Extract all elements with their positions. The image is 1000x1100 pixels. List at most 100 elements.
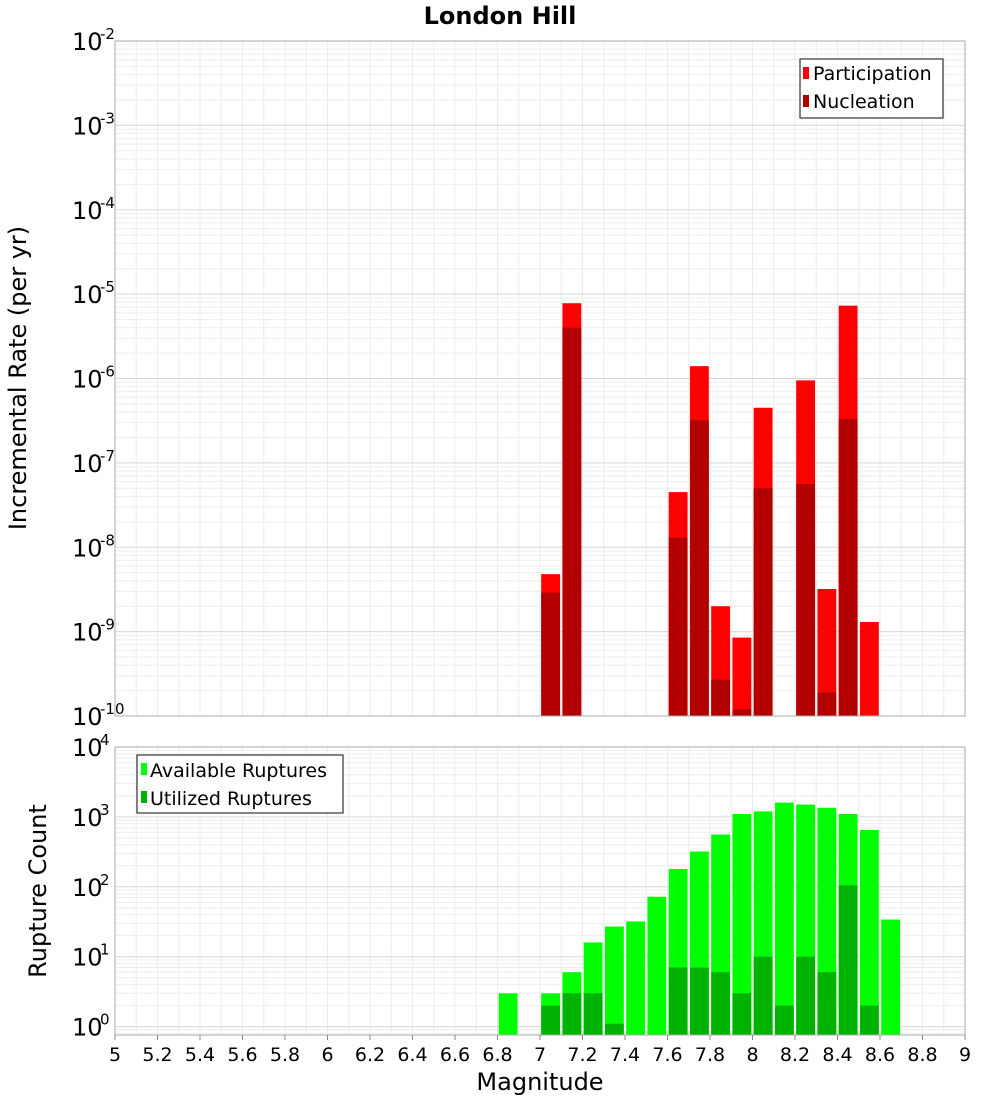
top-y-tick-label: 10 <box>72 197 103 225</box>
bottom-y-tick-exponent: 3 <box>100 801 110 819</box>
x-tick-label: 6.4 <box>397 1044 427 1066</box>
bottom-bar-available-ruptures <box>881 919 901 1035</box>
top-bar-nucleation <box>838 419 858 716</box>
legend-swatch-participation <box>803 67 809 79</box>
bottom-y-tick-exponent: 1 <box>100 941 110 959</box>
bottom-bar-utilized-ruptures <box>541 1005 561 1035</box>
bottom-y-axis-label: Rupture Count <box>24 804 52 978</box>
x-tick-label: 7.2 <box>567 1044 597 1066</box>
top-y-tick-label: 10 <box>72 112 103 140</box>
legend-label-nucleation: Nucleation <box>813 91 915 113</box>
bottom-bar-utilized-ruptures <box>604 1023 624 1035</box>
bottom-bar-available-ruptures <box>604 926 624 1035</box>
bottom-bar-utilized-ruptures <box>562 993 582 1035</box>
x-tick-label: 7.6 <box>652 1044 682 1066</box>
bottom-bar-utilized-ruptures <box>689 967 709 1035</box>
top-bar-nucleation <box>668 537 688 716</box>
legend-label-participation: Participation <box>813 63 932 85</box>
top-plot-frame <box>114 40 966 717</box>
bottom-bar-utilized-ruptures <box>711 972 731 1035</box>
top-y-tick-label: 10 <box>72 619 103 647</box>
bottom-y-tick-label: 10 <box>72 874 103 902</box>
top-y-tick-exponent: -4 <box>100 194 115 212</box>
bottom-bars <box>498 802 901 1035</box>
top-y-tick-exponent: -2 <box>100 25 115 43</box>
top-y-tick-exponent: -10 <box>100 700 125 718</box>
bottom-bar-utilized-ruptures <box>838 885 858 1035</box>
top-y-tick-label: 10 <box>72 281 103 309</box>
x-tick-label: 7.8 <box>695 1044 725 1066</box>
x-tick-labels: 5 5.2 5.4 5.6 5.8 6 6.2 6.4 6.6 6.8 7 7.2 7.4 7.6 7.8 8… <box>109 1035 971 1066</box>
x-tick-label: 6.2 <box>355 1044 385 1066</box>
x-tick-label: 5.6 <box>227 1044 257 1066</box>
top-y-tick-exponent: -7 <box>100 447 115 465</box>
bottom-bar-utilized-ruptures <box>796 956 816 1035</box>
bottom-bar-available-ruptures <box>774 802 794 1035</box>
legend-swatch-utilized <box>141 791 147 803</box>
top-bar-nucleation <box>711 679 731 716</box>
top-y-tick-exponent: -9 <box>100 616 115 634</box>
bottom-y-tick-label: 10 <box>72 804 103 832</box>
bottom-bar-available-ruptures <box>859 829 879 1035</box>
x-tick-label: 8.8 <box>907 1044 937 1066</box>
top-legend: Participation Nucleation <box>799 58 944 119</box>
top-y-axis-label: Incremental Rate (per yr) <box>4 226 32 530</box>
top-y-tick-exponent: -3 <box>100 109 115 127</box>
top-y-tick-label: 10 <box>72 28 103 56</box>
bottom-bar-available-ruptures <box>626 921 646 1035</box>
bottom-y-tick-exponent: 2 <box>100 871 110 889</box>
x-tick-label: 6.6 <box>440 1044 470 1066</box>
top-y-tick-label: 10 <box>72 703 103 731</box>
top-y-tick-label: 10 <box>72 450 103 478</box>
bottom-bar-utilized-ruptures <box>859 1005 879 1035</box>
x-tick-label: 8 <box>746 1044 758 1066</box>
bottom-legend-box <box>136 754 344 814</box>
bottom-bar-available-ruptures <box>498 993 518 1035</box>
x-tick-label: 6 <box>321 1044 333 1066</box>
bottom-bar-utilized-ruptures <box>774 1005 794 1035</box>
x-tick-label: 9 <box>959 1044 971 1066</box>
x-tick-label: 8.4 <box>822 1044 852 1066</box>
x-tick-label: 7.4 <box>610 1044 640 1066</box>
x-tick-label: 5.4 <box>185 1044 215 1066</box>
bottom-bar-utilized-ruptures <box>732 993 752 1035</box>
bottom-y-tick-exponent: 4 <box>100 731 110 749</box>
top-legend-box <box>799 58 944 119</box>
top-bar-nucleation <box>689 420 709 716</box>
x-tick-label: 5.2 <box>142 1044 172 1066</box>
legend-label-available: Available Ruptures <box>150 760 327 782</box>
top-bar-nucleation <box>817 692 837 716</box>
top-y-tick-exponent: -5 <box>100 278 115 296</box>
bottom-y-tick-label: 10 <box>72 1014 103 1042</box>
x-tick-label: 8.2 <box>780 1044 810 1066</box>
top-bar-nucleation <box>541 592 561 716</box>
legend-label-utilized: Utilized Ruptures <box>150 788 312 810</box>
x-axis-label: Magnitude <box>476 1068 603 1096</box>
bottom-y-tick-label: 10 <box>72 734 103 762</box>
bottom-legend: Available Ruptures Utilized Ruptures <box>136 754 344 814</box>
x-tick-label: 7 <box>534 1044 546 1066</box>
top-bar-nucleation <box>732 709 752 716</box>
bottom-bar-utilized-ruptures <box>583 993 603 1035</box>
bottom-bar-utilized-ruptures <box>668 967 688 1035</box>
bottom-bar-utilized-ruptures <box>817 972 837 1035</box>
top-bar-participation <box>732 637 752 716</box>
x-tick-label: 5 <box>109 1044 121 1066</box>
top-bar-nucleation <box>796 484 816 716</box>
top-bar-nucleation <box>753 488 773 716</box>
top-bar-nucleation <box>562 327 582 716</box>
x-tick-label: 5.8 <box>270 1044 300 1066</box>
top-bars <box>541 303 879 716</box>
top-bar-participation <box>817 589 837 716</box>
top-y-tick-label: 10 <box>72 534 103 562</box>
top-y-tick-exponent: -8 <box>100 531 115 549</box>
x-tick-label: 8.6 <box>865 1044 895 1066</box>
top-y-tick-exponent: -6 <box>100 363 115 381</box>
bottom-bar-available-ruptures <box>647 896 667 1035</box>
bottom-y-tick-exponent: 0 <box>100 1011 110 1029</box>
